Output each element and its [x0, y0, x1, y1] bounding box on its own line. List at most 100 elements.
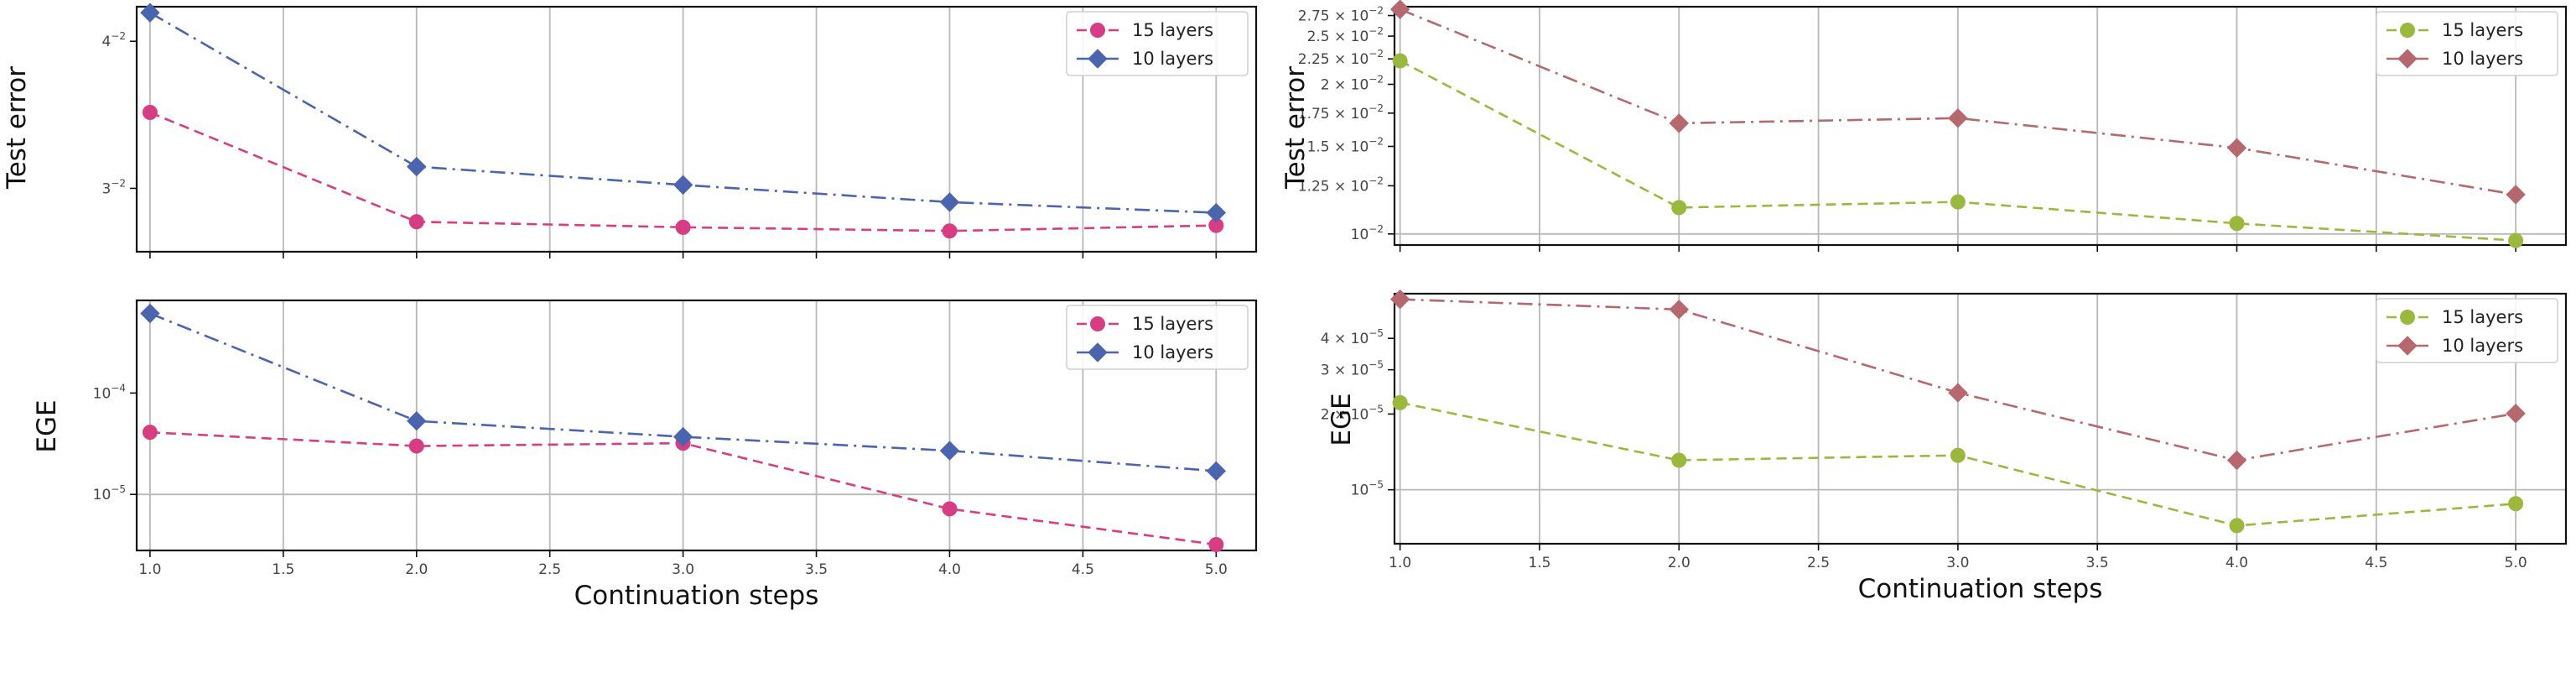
series-line	[149, 312, 1217, 472]
legend-entry: 10 layers	[1077, 49, 1213, 69]
x-tick-label: 2.0	[405, 561, 428, 578]
x-axis-label: Continuation steps	[1858, 574, 2103, 604]
legend: 15 layers 10 layers	[2376, 11, 2558, 76]
data-point	[2226, 450, 2247, 471]
legend-label: 15 layers	[2442, 307, 2523, 327]
y-tick-label: 2.25 × 10−2	[1298, 48, 1384, 68]
y-tick-label: 2 × 10−2	[1321, 73, 1384, 93]
series-10-layers	[1389, 289, 2526, 471]
y-tick-label: 1.25 × 10−2	[1298, 175, 1384, 195]
legend-marker	[2400, 310, 2415, 325]
series-15-layers	[1392, 394, 2524, 534]
legend-marker	[1088, 49, 1108, 69]
x-tick-label: 4.5	[1072, 561, 1094, 578]
legend-entry: 15 layers	[2386, 307, 2523, 327]
chart-panel-right-bottom: 1.0 1.5 2.0 2.5 3.0 3.5 4.0 4.5 5.0 4 × 10−5 3 × 1…	[1321, 289, 2568, 604]
data-point	[1671, 200, 1687, 216]
data-point	[939, 441, 960, 461]
x-tick-label: 4.5	[2365, 555, 2387, 571]
data-point	[1389, 289, 1410, 310]
plot-frame	[1393, 292, 2568, 545]
series-10-layers	[140, 3, 1227, 223]
data-point	[939, 192, 960, 212]
data-point	[2229, 518, 2245, 534]
series-10-layers	[140, 303, 1227, 482]
y-tick-label: 2 × 10−5	[1321, 403, 1384, 423]
y-tick-label: 4−2	[101, 30, 126, 50]
data-point	[140, 303, 160, 324]
series-line	[149, 12, 1217, 214]
data-point	[1392, 394, 1408, 410]
x-tick-label: 3.5	[2086, 555, 2109, 571]
chart-panel-left-bottom: 1.0 1.5 2.0 2.5 3.0 3.5 4.0 4.5 5.0 10−4 10−5 EGE Co…	[32, 299, 1258, 611]
x-tick-label: 2.5	[1807, 555, 1830, 571]
data-point	[1389, 0, 1410, 19]
legend: 15 layers 10 layers	[2376, 298, 2558, 363]
series-10-layers	[1389, 0, 2526, 205]
legend-marker	[1088, 342, 1108, 362]
legend-marker	[2397, 336, 2418, 356]
data-point	[407, 156, 427, 177]
x-tick-label: 2.0	[1668, 555, 1690, 571]
series-line	[149, 111, 1217, 232]
legend-marker	[2400, 23, 2415, 38]
data-point	[408, 214, 424, 230]
chart-panel-left-top: 4−2 3−2 Test error 15 layers 10 layers	[2, 3, 1258, 258]
legend-label: 10 layers	[2442, 49, 2523, 69]
x-tick-label: 4.0	[2225, 555, 2248, 571]
x-tick-label: 3.0	[1946, 555, 1969, 571]
legend-label: 10 layers	[1132, 342, 1213, 362]
data-point	[2506, 185, 2526, 205]
data-point	[1392, 53, 1408, 69]
legend-label: 10 layers	[1132, 49, 1213, 69]
series-15-layers	[142, 105, 1224, 239]
data-point	[673, 426, 693, 447]
data-point	[942, 223, 958, 239]
data-point	[1948, 108, 1968, 128]
data-point	[1948, 383, 1968, 403]
legend: 15 layers 10 layers	[1066, 305, 1249, 370]
data-point	[1669, 113, 1689, 133]
data-point	[1206, 202, 1227, 223]
data-point	[142, 425, 158, 441]
data-point	[2226, 138, 2247, 158]
y-tick-label: 2.75 × 10−2	[1298, 5, 1384, 25]
grid	[137, 300, 1256, 550]
legend-marker	[2397, 49, 2418, 69]
x-tick-label: 3.0	[672, 561, 694, 578]
legend-entry: 10 layers	[2386, 336, 2523, 356]
y-tick-label: 10−2	[1351, 223, 1384, 243]
y-tick-label: 1.75 × 10−2	[1298, 102, 1384, 123]
legend-entry: 15 layers	[1077, 20, 1213, 40]
y-axis-label: Test error	[1280, 66, 1311, 190]
x-tick-label: 5.0	[2505, 555, 2527, 571]
data-point	[673, 175, 693, 196]
data-point	[675, 219, 691, 235]
data-point	[1206, 461, 1227, 482]
legend-label: 15 layers	[1132, 314, 1213, 334]
data-point	[1671, 452, 1687, 468]
x-tick-label: 1.0	[138, 561, 161, 578]
data-point	[2508, 496, 2524, 512]
legend-entry: 10 layers	[2386, 49, 2523, 69]
x-tick-label: 5.0	[1205, 561, 1228, 578]
data-point	[140, 3, 160, 23]
data-point	[2229, 216, 2245, 232]
y-axis-label: EGE	[32, 399, 62, 452]
legend: 15 layers 10 layers	[1066, 11, 1249, 76]
legend-label: 15 layers	[2442, 20, 2523, 40]
data-point	[1950, 447, 1966, 463]
plot-frame	[135, 5, 1258, 253]
legend-entry: 15 layers	[2386, 20, 2523, 40]
y-tick-label: 3−2	[101, 177, 126, 197]
data-point	[408, 438, 424, 454]
y-tick-label: 2.5 × 10−2	[1307, 25, 1384, 45]
y-tick-label: 4 × 10−5	[1321, 327, 1384, 347]
legend-marker	[1090, 316, 1105, 331]
plot-frame	[135, 299, 1258, 552]
x-tick-label: 1.5	[272, 561, 294, 578]
legend-label: 10 layers	[2442, 336, 2523, 356]
data-point	[407, 411, 427, 431]
y-tick-label: 10−5	[93, 483, 126, 503]
